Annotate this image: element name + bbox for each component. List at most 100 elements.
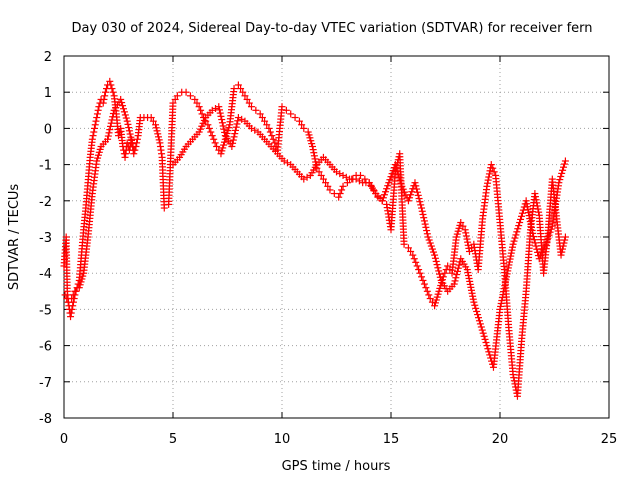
y-tick-label: 2 <box>44 50 52 65</box>
data-point <box>221 128 229 136</box>
data-point <box>432 257 440 265</box>
data-point <box>532 242 540 250</box>
data-point <box>317 171 325 179</box>
data-point <box>100 95 108 103</box>
data-point <box>258 114 266 122</box>
y-axis-label: SDTVAR / TECUs <box>7 184 22 291</box>
data-point <box>478 326 486 334</box>
data-point <box>472 304 480 312</box>
data-point <box>452 274 460 282</box>
data-point <box>484 176 492 184</box>
data-point <box>413 188 421 196</box>
data-point <box>387 173 395 181</box>
data-point <box>487 161 495 169</box>
data-point <box>89 132 97 140</box>
data-point <box>457 219 465 227</box>
data-point <box>422 223 430 231</box>
data-point <box>412 182 420 190</box>
data-point <box>394 170 402 178</box>
data-point <box>241 92 249 100</box>
data-point <box>251 126 259 134</box>
data-point <box>324 182 332 190</box>
data-point <box>422 284 430 292</box>
data-point <box>90 128 98 136</box>
data-point <box>109 113 117 121</box>
data-point <box>529 229 537 237</box>
data-point <box>169 99 177 107</box>
data-point <box>450 280 458 288</box>
data-point <box>421 220 429 228</box>
data-point <box>128 140 136 148</box>
data-point <box>311 155 319 163</box>
data-point <box>129 143 137 151</box>
data-point <box>263 121 271 129</box>
data-point <box>418 204 426 212</box>
data-point <box>207 128 215 136</box>
data-point <box>153 127 161 135</box>
data-point <box>269 135 277 143</box>
data-point <box>204 121 212 129</box>
data-point <box>516 219 524 227</box>
data-point <box>230 85 238 93</box>
data-point <box>512 231 520 239</box>
data-point <box>215 146 223 154</box>
data-point <box>530 233 538 241</box>
data-point <box>122 114 130 122</box>
data-point <box>125 124 133 132</box>
data-point <box>94 106 102 114</box>
data-point <box>268 132 276 140</box>
data-point <box>380 191 388 199</box>
data-point <box>125 127 133 135</box>
y-tick-label: -2 <box>39 195 52 210</box>
data-point <box>117 95 125 103</box>
data-point <box>107 81 115 89</box>
y-tick-label: -4 <box>39 267 52 282</box>
data-point <box>198 110 206 118</box>
data-point <box>152 121 160 129</box>
data-point <box>426 239 434 247</box>
data-point <box>418 273 426 281</box>
data-point <box>252 106 260 114</box>
data-point <box>232 123 240 131</box>
data-point <box>397 179 405 187</box>
data-point <box>518 209 526 217</box>
data-point <box>483 342 491 350</box>
x-tick-label: 25 <box>601 432 618 447</box>
data-point <box>420 214 428 222</box>
data-point <box>147 114 155 122</box>
data-point <box>108 116 116 124</box>
data-point <box>451 277 459 285</box>
data-point <box>336 170 344 178</box>
data-point <box>485 170 493 178</box>
data-point <box>182 88 190 96</box>
data-point <box>106 126 114 134</box>
data-point <box>261 117 269 125</box>
data-point <box>423 227 431 235</box>
data-point <box>342 173 350 181</box>
data-point <box>482 338 490 346</box>
data-point <box>560 163 568 171</box>
data-point <box>216 109 224 117</box>
data-point <box>152 124 160 132</box>
data-point <box>557 172 565 180</box>
data-point <box>479 329 487 337</box>
data-point <box>104 132 112 140</box>
data-point <box>95 103 103 111</box>
data-point <box>104 135 112 143</box>
data-point <box>93 110 101 118</box>
data-point <box>533 202 541 210</box>
data-point <box>310 152 318 160</box>
data-point <box>559 242 567 250</box>
data-point <box>416 198 424 206</box>
data-point <box>213 143 221 150</box>
data-point <box>383 185 391 193</box>
data-point <box>532 196 540 204</box>
data-point <box>92 117 100 125</box>
data-point <box>210 135 218 143</box>
data-point <box>101 92 109 100</box>
data-point <box>215 103 223 111</box>
data-point <box>173 92 181 100</box>
data-point <box>130 146 138 154</box>
data-point <box>535 208 543 216</box>
data-point <box>511 234 519 242</box>
